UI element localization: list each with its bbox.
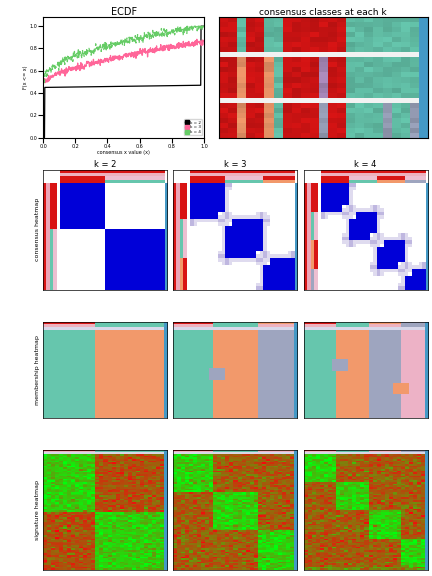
- Legend: k = 2, k = 3, k = 4: k = 2, k = 3, k = 4: [184, 119, 202, 135]
- Y-axis label: signature heatmap: signature heatmap: [35, 480, 41, 540]
- Title: ECDF: ECDF: [111, 6, 137, 17]
- X-axis label: consensus x value (x): consensus x value (x): [97, 150, 150, 155]
- Title: k = 3: k = 3: [224, 160, 247, 169]
- Y-axis label: membership heatmap: membership heatmap: [35, 335, 41, 405]
- Title: k = 2: k = 2: [94, 160, 116, 169]
- Title: k = 4: k = 4: [355, 160, 377, 169]
- Y-axis label: F(x <= x): F(x <= x): [23, 66, 28, 89]
- Y-axis label: consensus heatmap: consensus heatmap: [35, 198, 41, 262]
- Title: consensus classes at each k: consensus classes at each k: [259, 7, 387, 17]
